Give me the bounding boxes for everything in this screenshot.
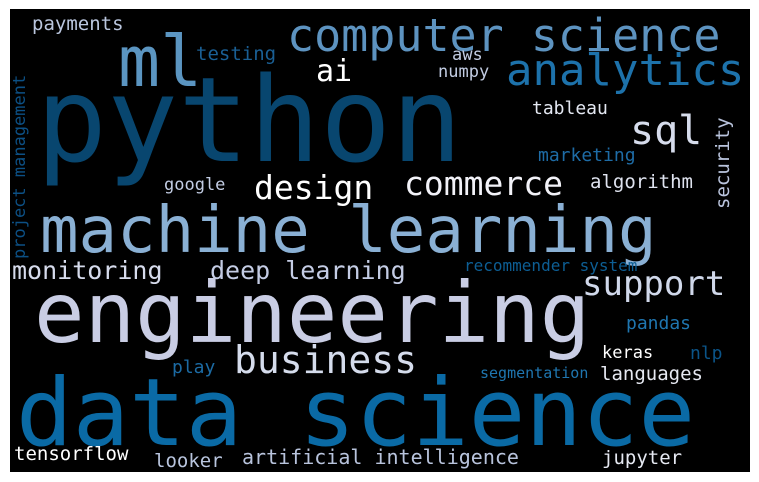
word-security: security — [712, 117, 734, 209]
word-data-science: data science — [16, 359, 696, 468]
word-deep-learning: deep learning — [210, 256, 406, 285]
word-ml: ml — [118, 21, 203, 103]
word-artificial-intelligence: artificial intelligence — [242, 445, 519, 469]
word-design: design — [254, 168, 374, 207]
word-aws: aws — [452, 45, 483, 65]
word-support: support — [582, 264, 726, 304]
word-cloud: python data science engineering machine … — [10, 9, 750, 472]
word-monitoring: monitoring — [12, 256, 163, 285]
word-computer-science: computer science — [287, 9, 721, 62]
word-nlp: nlp — [690, 343, 723, 364]
word-analytics: analytics — [506, 45, 745, 96]
word-tableau: tableau — [532, 98, 608, 119]
word-jupyter: jupyter — [602, 447, 683, 469]
word-payments: payments — [32, 13, 124, 35]
word-commerce: commerce — [404, 164, 563, 203]
word-python: python — [36, 51, 463, 189]
word-ai: ai — [316, 54, 353, 89]
word-sql: sql — [630, 108, 703, 154]
word-looker: looker — [154, 450, 223, 472]
word-testing: testing — [196, 43, 277, 65]
word-numpy: numpy — [438, 62, 490, 82]
word-project-management: project management — [10, 74, 30, 259]
word-google: google — [164, 175, 226, 195]
word-play: play — [172, 357, 216, 378]
word-pandas: pandas — [626, 313, 692, 334]
word-marketing: marketing — [538, 145, 636, 166]
word-machine-learning: machine learning — [40, 194, 657, 268]
word-engineering: engineering — [34, 264, 591, 362]
word-tensorflow: tensorflow — [14, 443, 129, 465]
word-business: business — [234, 338, 418, 382]
word-recommender-system: recommender system — [464, 256, 638, 275]
word-segmentation: segmentation — [480, 364, 589, 382]
word-languages: languages — [600, 363, 703, 385]
word-algorithm: algorithm — [590, 171, 693, 193]
word-keras: keras — [602, 343, 654, 363]
